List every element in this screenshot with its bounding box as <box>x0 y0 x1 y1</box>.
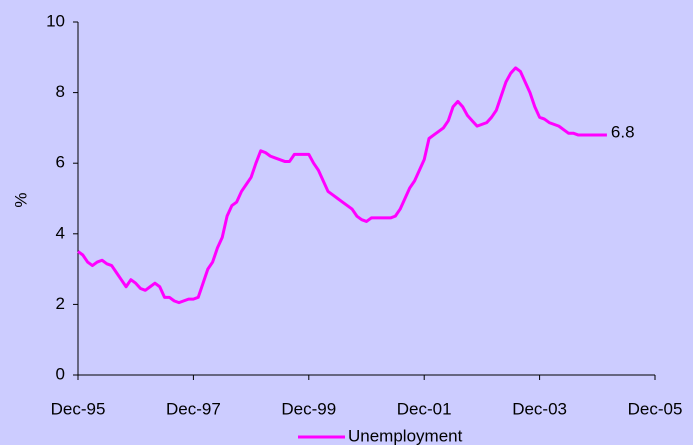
y-tick-label: 4 <box>56 223 65 242</box>
x-tick-label: Dec-05 <box>628 399 683 418</box>
x-tick-label: Dec-99 <box>281 399 336 418</box>
x-tick-label: Dec-95 <box>51 399 106 418</box>
x-tick-label: Dec-97 <box>166 399 221 418</box>
y-axis-label: % <box>11 192 30 207</box>
y-tick-label: 2 <box>56 294 65 313</box>
y-tick-label: 10 <box>46 11 65 30</box>
x-tick-label: Dec-03 <box>512 399 567 418</box>
y-tick-label: 0 <box>56 364 65 383</box>
y-tick-label: 8 <box>56 82 65 101</box>
y-tick-label: 6 <box>56 153 65 172</box>
end-label: 6.8 <box>611 122 635 141</box>
x-tick-label: Dec-01 <box>397 399 452 418</box>
legend-label: Unemployment <box>348 426 463 445</box>
data-line <box>77 66 607 305</box>
